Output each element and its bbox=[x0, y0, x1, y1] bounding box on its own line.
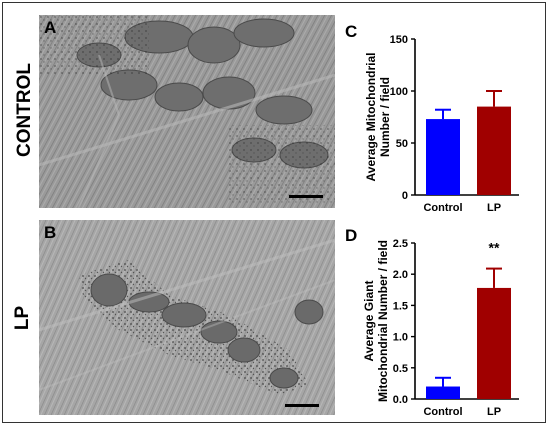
x-tick-label: LP bbox=[487, 202, 501, 214]
y-tick-label: 0.5 bbox=[393, 363, 408, 375]
chart-d: D Average GiantMitochondrial Number / fie… bbox=[345, 226, 519, 418]
x-tick-label: Control bbox=[423, 202, 462, 214]
y-tick-label: 150 bbox=[390, 34, 408, 46]
em-image-lp: B bbox=[39, 220, 335, 415]
y-axis-label: Average MitochondrialNumber / field bbox=[364, 53, 392, 182]
y-tick-label: 100 bbox=[390, 86, 408, 98]
panel-letter-c: C bbox=[345, 22, 357, 41]
row-label-control: CONTROL bbox=[14, 63, 35, 157]
y-tick-label: 1.0 bbox=[393, 332, 408, 344]
x-tick-label: LP bbox=[487, 406, 501, 418]
figure-frame: CONTROL LP bbox=[2, 2, 546, 423]
bar-lp bbox=[477, 287, 511, 399]
bar-control bbox=[426, 386, 460, 399]
y-tick-label: 2.5 bbox=[393, 238, 408, 250]
chart-c: C Average MitochondrialNumber / field 0 50 1… bbox=[345, 22, 519, 214]
y-tick-label: 2.0 bbox=[393, 269, 408, 281]
significance-annotation: ** bbox=[489, 240, 500, 256]
x-tick-label: Control bbox=[423, 406, 462, 418]
panel-letter-b: B bbox=[44, 223, 57, 242]
row-label-lp: LP bbox=[12, 305, 33, 331]
panel-letter-d: D bbox=[345, 226, 357, 245]
bar-lp bbox=[477, 106, 511, 195]
y-tick-label: 0 bbox=[402, 190, 408, 202]
bar-control bbox=[426, 119, 460, 195]
em-image-control: A bbox=[39, 15, 335, 208]
y-tick-label: 50 bbox=[396, 138, 408, 150]
y-tick-label: 0.0 bbox=[393, 394, 408, 406]
y-tick-label: 1.5 bbox=[393, 300, 408, 312]
y-axis-label: Average GiantMitochondrial Number / fiel… bbox=[362, 240, 390, 402]
scale-bar bbox=[289, 195, 323, 198]
scale-bar bbox=[285, 404, 319, 407]
panel-letter-a: A bbox=[44, 18, 57, 37]
